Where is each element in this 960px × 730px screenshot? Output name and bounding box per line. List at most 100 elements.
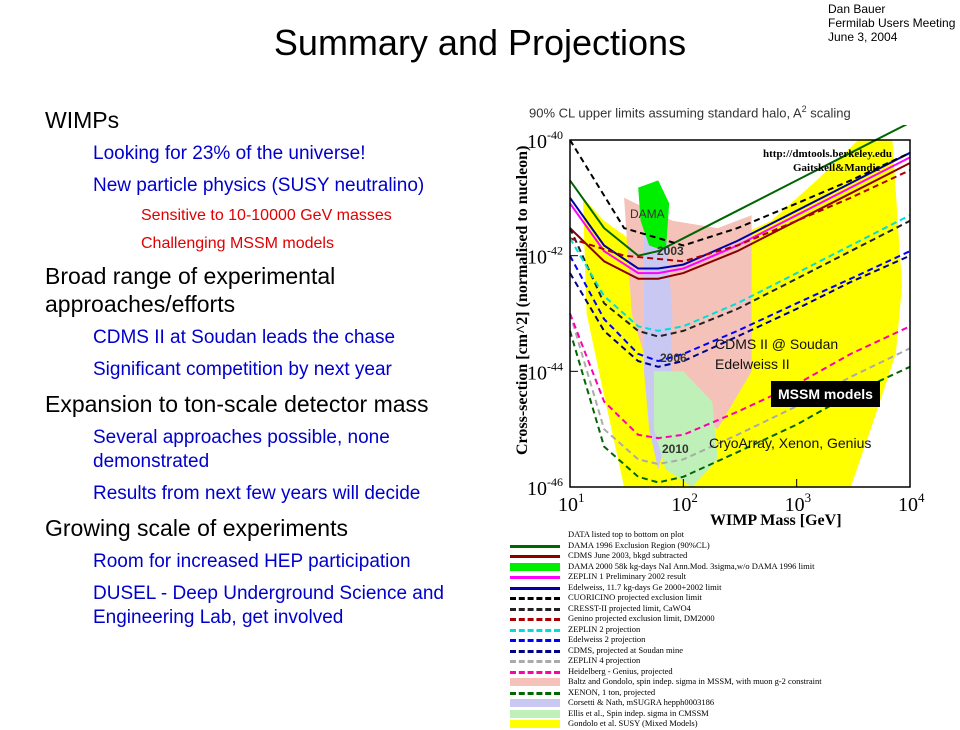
y-tick-exp: -40 [547, 128, 563, 142]
plot-caption-tail: scaling [806, 105, 851, 121]
legend-item: CRESST-II projected limit, CaWO4 [508, 602, 948, 615]
limit-curve [569, 254, 911, 368]
legend-swatch [510, 720, 560, 728]
legend-swatch [510, 586, 560, 590]
legend-label: CUORICINO projected exclusion limit [568, 592, 702, 602]
mssm-models-badge: MSSM models [771, 381, 880, 407]
y-tick-label: 10-40 [527, 128, 563, 153]
annotation-dama: DAMA [630, 207, 665, 221]
bullet-level-2: Significant competition by next year [93, 359, 392, 380]
legend-item: Ellis et al., Spin indep. sigma in CMSSM [508, 707, 948, 720]
y-tick-base: 10 [527, 478, 547, 500]
legend-label: DATA listed top to bottom on plot [568, 529, 684, 539]
legend-swatch [510, 678, 560, 686]
x-tick-label: 102 [671, 490, 698, 516]
legend-label: DAMA 2000 58k kg-days NaI Ann.Mod. 3sigm… [568, 560, 815, 571]
region-ellis [653, 371, 718, 487]
legend-label: Edelweiss, 11.7 kg-days Ge 2000+2002 lim… [568, 581, 722, 592]
legend-item: Baltz and Gondolo, spin indep. sigma in … [508, 676, 948, 688]
legend-item: DATA listed top to bottom on plot [508, 529, 948, 541]
legend-item: Edelweiss, 11.7 kg-days Ge 2000+2002 lim… [508, 581, 948, 594]
limit-curve [569, 125, 908, 257]
legend-swatch [510, 607, 560, 611]
legend-swatch [510, 699, 560, 707]
annotation-2003: 2003 [657, 244, 684, 258]
legend-label: CRESST-II projected limit, CaWO4 [568, 602, 691, 613]
legend-swatch [510, 576, 560, 579]
limit-curve [569, 169, 911, 263]
x-tick-label: 104 [898, 490, 925, 516]
legend-label: CDMS, projected at Soudan mine [568, 644, 683, 655]
legend-item: Gondolo et al. SUSY (Mixed Models) [508, 718, 948, 730]
limit-curve [569, 214, 911, 332]
y-tick-label: 10-44 [527, 359, 563, 384]
limit-curve [569, 156, 911, 275]
legend-label: Corsetti & Nath, mSUGRA hepph0003186 [568, 697, 715, 707]
limit-curve [569, 162, 911, 280]
legend-item: Edelweiss 2 projection [508, 634, 948, 646]
y-tick-label: 10-46 [527, 475, 563, 500]
legend-label: Baltz and Gondolo, spin indep. sigma in … [568, 676, 822, 686]
annotation-2010: 2010 [662, 442, 689, 456]
legend-label: CDMS June 2003, bkgd subtracted [568, 550, 688, 560]
legend-label: Edelweiss 2 projection [568, 634, 646, 644]
annotation-edelweiss: Edelweiss II [715, 356, 790, 372]
legend-label: Genino projected exclusion limit, DM2000 [568, 613, 715, 623]
legend-item: ZEPLIN 4 projection [508, 655, 948, 667]
legend-label: Heidelberg - Genius, projected [568, 665, 673, 676]
legend-item: Heidelberg - Genius, projected [508, 665, 948, 678]
bullet-level-1: Expansion to ton-scale detector mass [45, 391, 429, 417]
bullet-level-3: Challenging MSSM models [141, 235, 334, 252]
author-name: Dan Bauer [828, 2, 886, 16]
limit-curve [569, 139, 911, 247]
legend-label: DAMA 1996 Exclusion Region (90%CL) [568, 539, 710, 550]
x-tick-base: 10 [558, 494, 578, 516]
meeting-name: Fermilab Users Meeting [828, 16, 956, 30]
limit-curve [569, 219, 911, 338]
annotation-cdms: CDMS II @ Soudan [715, 336, 838, 352]
bullet-level-3: Sensitive to 10-10000 GeV masses [141, 207, 392, 224]
bullet-level-2: New particle physics (SUSY neutralino) [93, 175, 425, 196]
slide-title: Summary and Projections [273, 22, 687, 63]
y-tick-exp: -46 [547, 475, 563, 489]
region-dama-2000 [638, 180, 670, 252]
legend-swatch [510, 670, 560, 674]
legend-item: CUORICINO projected exclusion limit [508, 592, 948, 604]
author-block: Dan Bauer Fermilab Users Meeting June 3,… [828, 2, 955, 44]
bullet-level-1: Broad range of experimental approaches/e… [45, 263, 336, 317]
limit-curve [569, 250, 911, 363]
legend-label: Ellis et al., Spin indep. sigma in CMSSM [568, 707, 709, 718]
legend-item: Genino projected exclusion limit, DM2000 [508, 613, 948, 625]
legend-swatch [510, 649, 560, 653]
meeting-date: June 3, 2004 [828, 30, 898, 44]
legend-label: XENON, 1 ton, projected [568, 686, 656, 697]
plot-legend: DATA listed top to bottom on plot DAMA 19… [508, 529, 948, 730]
legend-swatch [510, 597, 560, 600]
x-tick-exp: 4 [918, 490, 925, 505]
x-tick-exp: 2 [691, 490, 698, 505]
bullet-level-2: DUSEL - Deep Underground Science and Eng… [93, 583, 444, 628]
bullet-level-1: Growing scale of experiments [45, 515, 348, 541]
limit-curve [569, 313, 911, 466]
legend-label: ZEPLIN 2 projection [568, 623, 641, 634]
x-tick-label: 103 [785, 490, 812, 516]
x-tick-label: 101 [558, 490, 585, 516]
legend-item: CDMS June 2003, bkgd subtracted [508, 550, 948, 562]
legend-item: DAMA 2000 58k kg-days NaI Ann.Mod. 3sigm… [508, 560, 948, 573]
plot-caption-sup: 2 [801, 104, 807, 114]
x-tick-base: 10 [671, 494, 691, 516]
y-tick-label: 10-42 [527, 244, 563, 269]
x-tick-base: 10 [785, 494, 805, 516]
annotation-cryoarray: CryoArray, Xenon, Genius [709, 435, 871, 451]
legend-item: XENON, 1 ton, projected [508, 686, 948, 699]
x-tick-exp: 1 [578, 490, 585, 505]
limit-curve [569, 151, 911, 270]
legend-swatch [510, 639, 560, 642]
legend-swatch [510, 691, 560, 695]
legend-swatch [510, 531, 560, 539]
y-tick-base: 10 [527, 362, 547, 384]
legend-item: ZEPLIN 1 Preliminary 2002 result [508, 571, 948, 583]
bullet-level-2: Looking for 23% of the universe! [93, 143, 366, 164]
bullet-level-2: Several approaches possible, none demons… [93, 427, 390, 472]
legend-item: CDMS, projected at Soudan mine [508, 644, 948, 657]
